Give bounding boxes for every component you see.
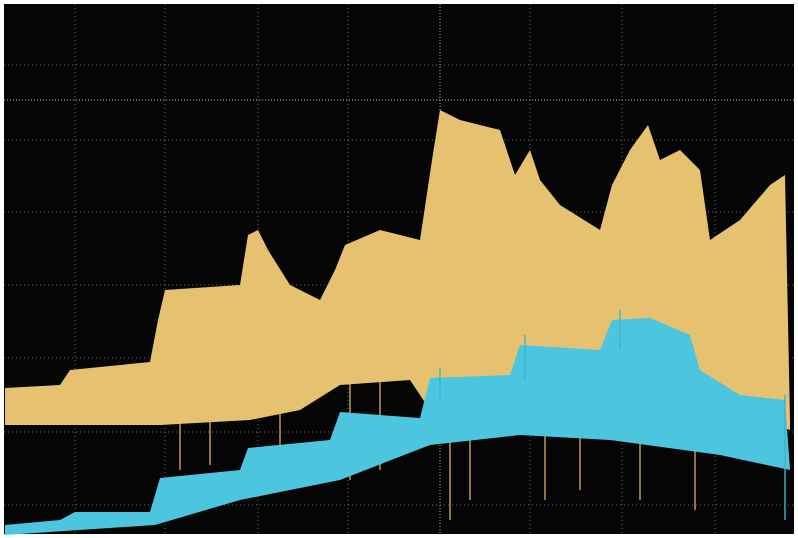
cyan-trace [5,318,790,535]
cyan-spikes [439,310,786,520]
